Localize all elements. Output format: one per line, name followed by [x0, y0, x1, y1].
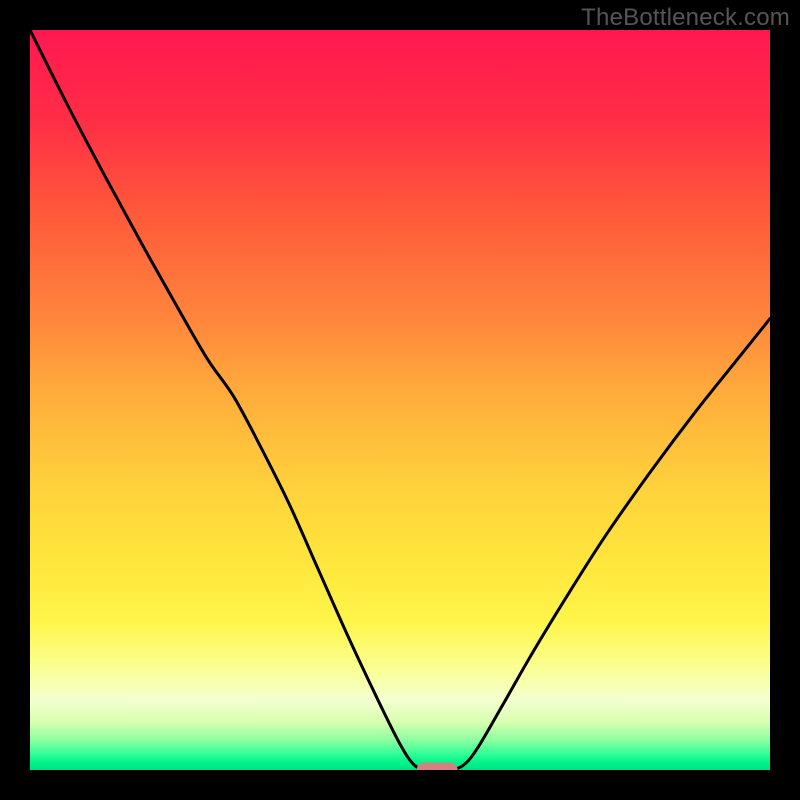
bottleneck-curve — [30, 30, 770, 770]
chart-container: TheBottleneck.com — [0, 0, 800, 800]
plot-area — [30, 30, 770, 770]
optimal-point-marker — [417, 763, 458, 770]
watermark-text: TheBottleneck.com — [581, 4, 790, 32]
